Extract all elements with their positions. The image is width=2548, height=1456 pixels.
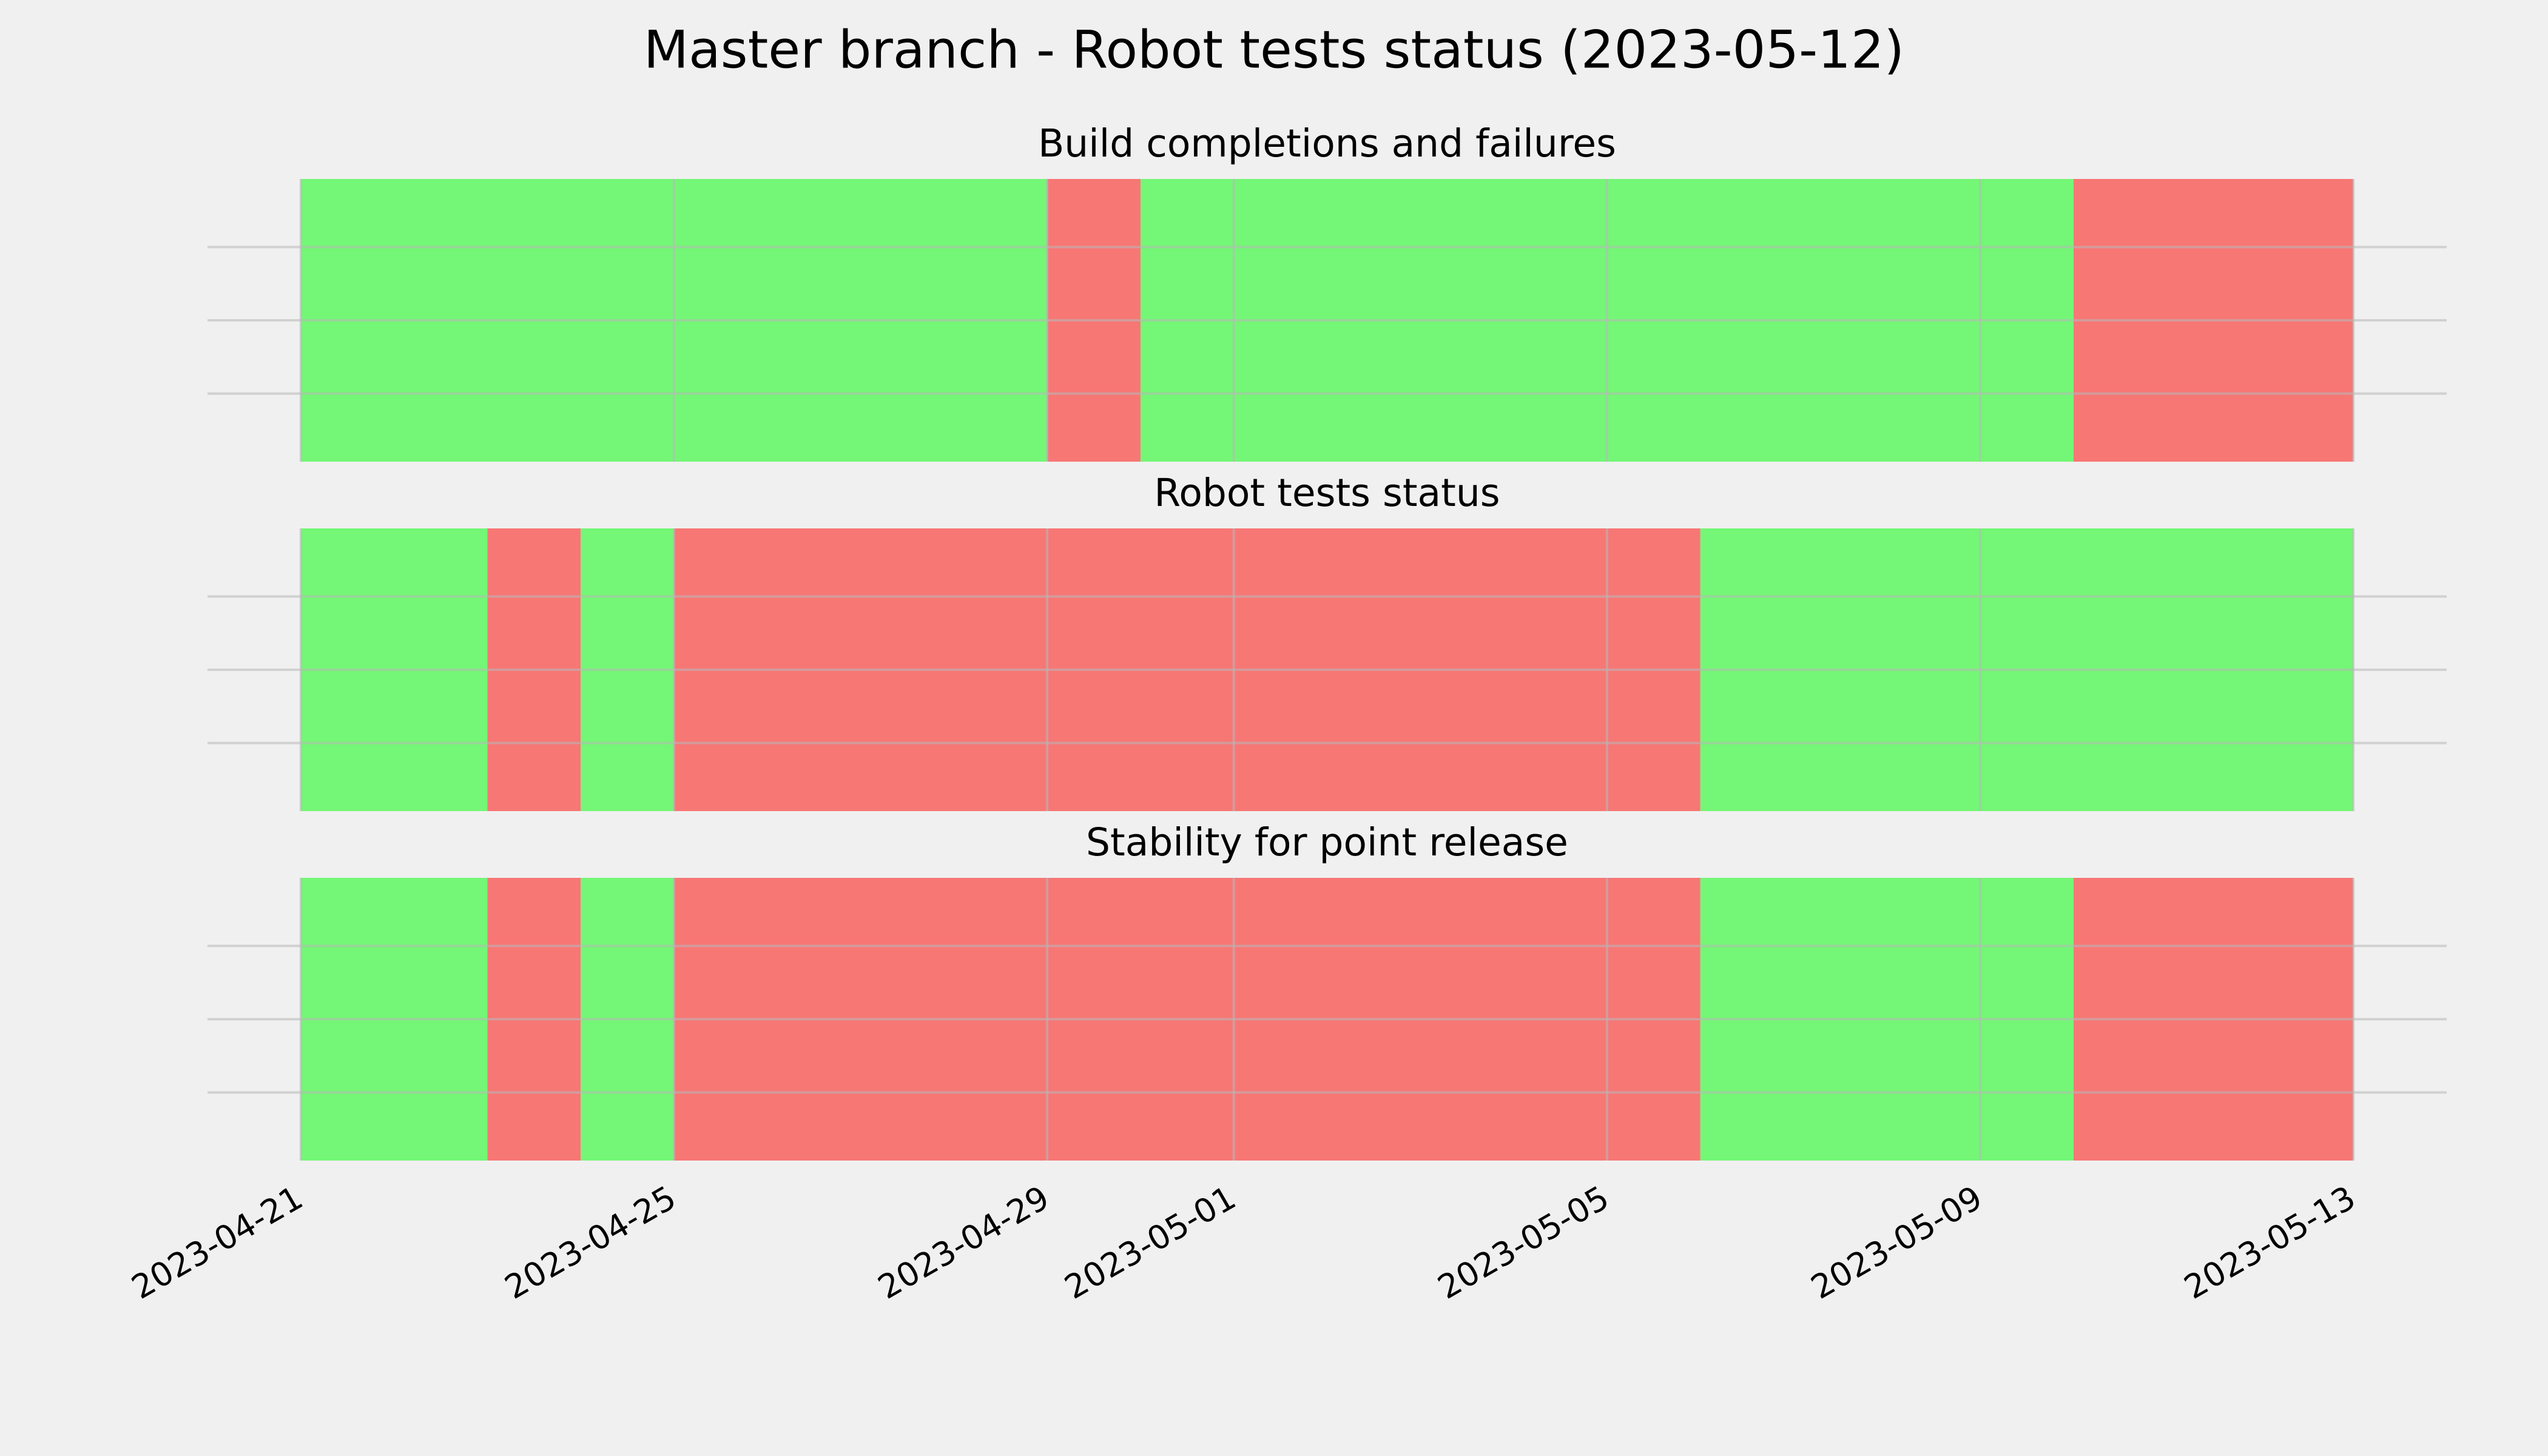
chart-title: Master branch - Robot tests status (2023… [644, 19, 1904, 80]
subplot-title: Build completions and failures [1038, 121, 1616, 166]
subplot-title: Robot tests status [1154, 471, 1500, 515]
subplot-title: Stability for point release [1086, 820, 1568, 864]
